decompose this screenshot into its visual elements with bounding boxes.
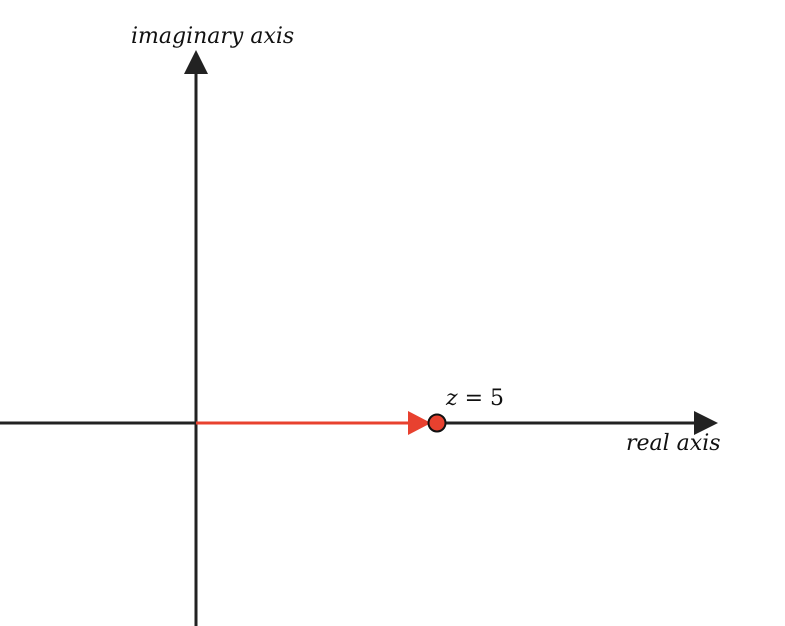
imaginary-axis-label: imaginary axis bbox=[131, 24, 294, 49]
point-label: z = 5 bbox=[445, 386, 504, 411]
imaginary-axis-arrowhead bbox=[184, 50, 208, 74]
point-z bbox=[427, 413, 447, 433]
point-label-equals: = bbox=[458, 386, 490, 411]
real-axis-label: real axis bbox=[626, 431, 721, 456]
point-label-value: 5 bbox=[490, 386, 504, 411]
real-axis-arrowhead bbox=[694, 411, 718, 435]
point-label-variable: z bbox=[445, 386, 458, 411]
vector-arrowhead bbox=[408, 411, 431, 435]
